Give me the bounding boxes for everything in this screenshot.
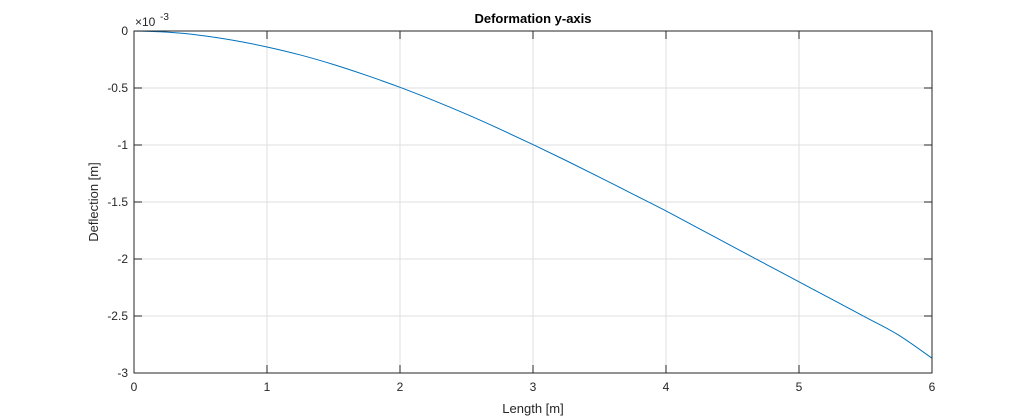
chart-title: Deformation y-axis (474, 11, 591, 26)
ticks: 0 1 2 3 4 5 6 0 -0.5 -1 -1.5 -2 -2.5 -3 (107, 24, 935, 394)
x-tick-label: 3 (530, 380, 537, 394)
x-tick-label: 4 (663, 380, 670, 394)
x-tick-label: 6 (929, 380, 936, 394)
x-tick-label: 2 (397, 380, 404, 394)
series-line-deflection (133, 30, 933, 359)
x-tick-label: 0 (131, 380, 138, 394)
y-tick-label: -3 (117, 366, 128, 380)
y-exponent-power: -3 (160, 12, 169, 23)
y-tick-label: -2 (117, 252, 128, 266)
y-exponent-base: ×10 (135, 15, 156, 29)
y-exponent: ×10 -3 (135, 12, 169, 29)
y-tick-label: -0.5 (107, 81, 128, 95)
x-tick-label: 1 (264, 380, 271, 394)
x-axis-label: Length [m] (502, 401, 563, 416)
y-tick-label: 0 (121, 24, 128, 38)
y-tick-label: -1 (117, 138, 128, 152)
y-axis-label: Deflection [m] (86, 162, 101, 241)
y-tick-label: -1.5 (107, 195, 128, 209)
y-tick-label: -2.5 (107, 309, 128, 323)
series-layer (133, 30, 933, 359)
x-tick-label: 5 (796, 380, 803, 394)
